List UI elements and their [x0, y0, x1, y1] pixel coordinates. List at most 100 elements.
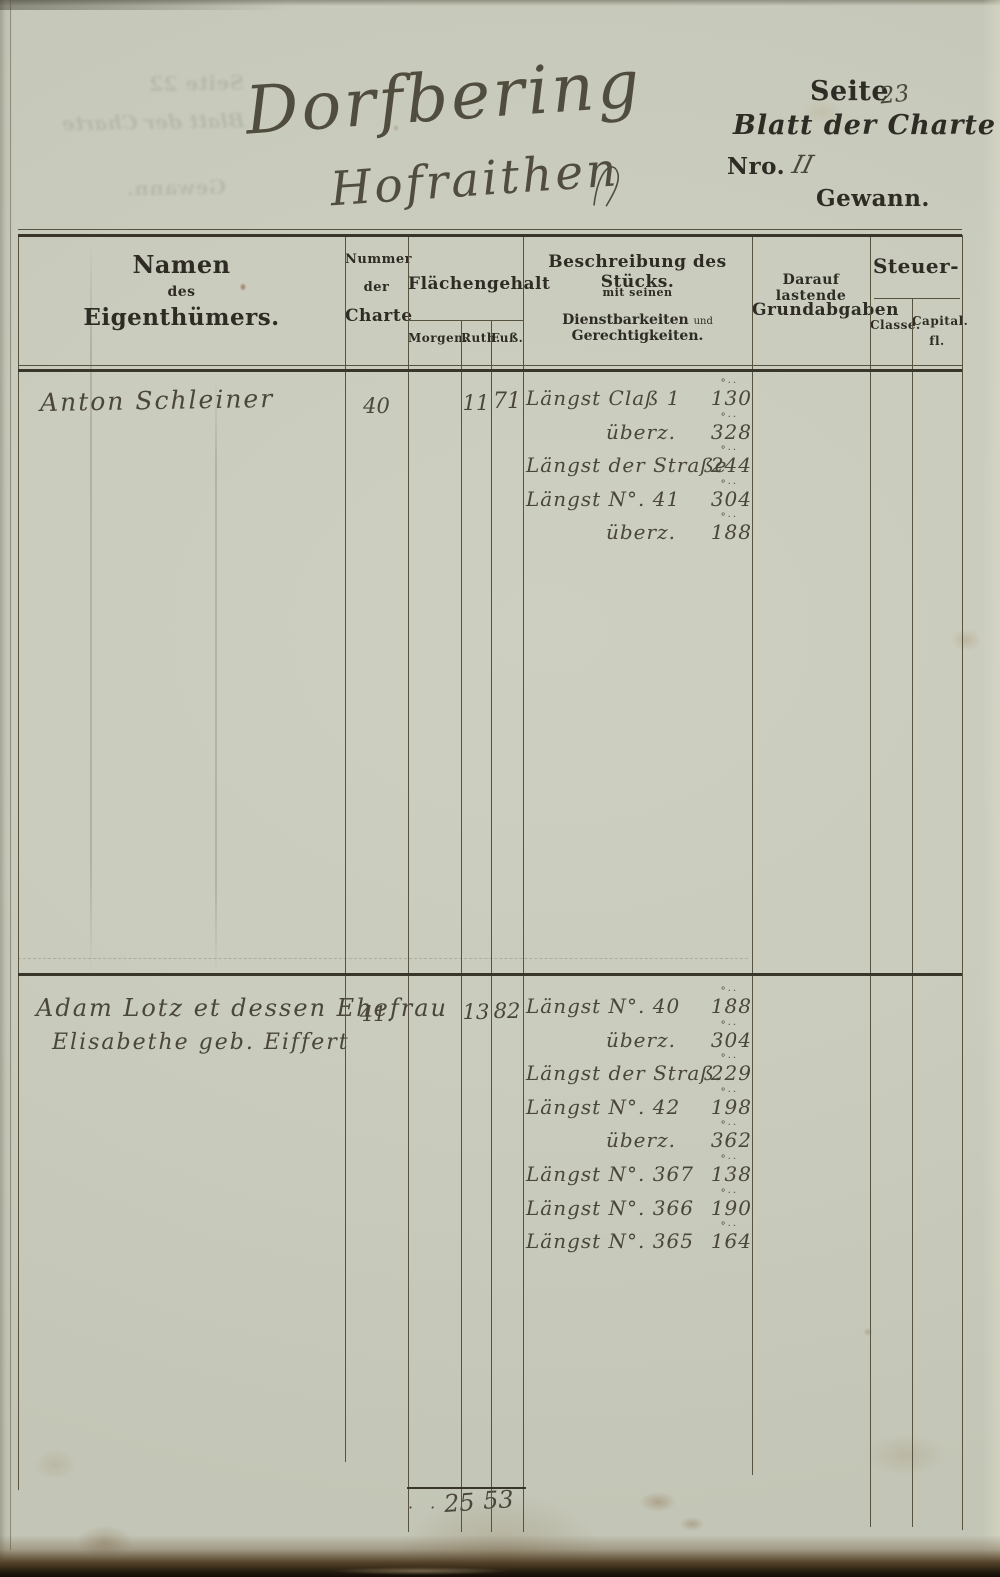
col-tax-header: Steuer-: [872, 254, 959, 278]
description-list: Längst Claß 1 °·· 130 überz. °·· 328 Längst de…: [526, 378, 754, 554]
unit-marks: °··: [720, 1221, 738, 1233]
measure-value: °·· 304: [692, 479, 752, 511]
boundary-text: überz.: [606, 520, 676, 545]
table-rule-vertical: [461, 320, 462, 1532]
table-rule-vertical: [962, 235, 963, 1530]
description-line: überz. °·· 362: [526, 1120, 754, 1162]
owner-name: Adam Lotz et dessen Ehefrau: [36, 994, 448, 1022]
description-line: überz. °·· 328: [526, 412, 754, 454]
col-owner-header: des: [167, 284, 196, 300]
page-bottom-edge: [0, 1535, 1000, 1577]
measure-number: 188: [710, 520, 752, 545]
description-line: Längst Claß 1 °·· 130: [526, 378, 754, 420]
col-charte-header: der: [363, 280, 390, 295]
measure-number: 130: [710, 386, 752, 410]
description-line: Längst N°. 366 °·· 190: [526, 1188, 754, 1230]
bleed-through-text: Seite 22 Blatt der Charte Gewann.: [54, 70, 246, 201]
col-description-header: mit seinen: [602, 286, 673, 299]
table-rule-vertical: [18, 235, 19, 1490]
measure-value: °·· 362: [692, 1120, 752, 1153]
table-rule-horizontal: [18, 229, 962, 230]
measure-value: °·· 304: [692, 1020, 752, 1052]
col-dues-header: Grundabgaben: [752, 300, 899, 320]
subcol-fl-header: fl.: [929, 334, 945, 348]
unit-marks: °··: [720, 512, 738, 524]
table-rule-horizontal: [408, 320, 523, 321]
table-rule-vertical: [870, 235, 871, 1527]
header-word: Dienstbarkeiten: [562, 312, 689, 328]
table-rule-vertical: [523, 235, 524, 1532]
boundary-text: überz.: [606, 1128, 676, 1153]
unit-marks: °··: [720, 1019, 738, 1031]
subcol-classe-header: Classe.: [870, 318, 921, 332]
col-charte-header: Nummer: [345, 252, 412, 267]
measure-number: 188: [710, 994, 752, 1018]
boundary-text: Längst der Straß.: [526, 1061, 723, 1086]
unit-marks: °··: [720, 1153, 738, 1165]
nro-label: Nro.: [727, 153, 786, 180]
measure-value: °·· 164: [692, 1221, 752, 1254]
boundary-text: Längst N°. 367: [526, 1161, 694, 1186]
description-line: Längst N°. 40 °·· 188: [526, 986, 754, 1028]
table-rule-horizontal: [18, 234, 962, 237]
table-rule-vertical: [491, 320, 492, 1532]
description-line: Längst der Straße °·· 244: [526, 445, 754, 487]
nro-value: II: [789, 150, 817, 179]
boundary-text: Längst N°. 40: [526, 994, 681, 1018]
unit-marks: °··: [720, 378, 738, 389]
measure-number: 304: [710, 1027, 752, 1052]
col-description-header: Dienstbarkeiten und Gerechtigkeiten.: [523, 312, 752, 344]
measure-number: 229: [710, 1061, 752, 1086]
unit-marks: °··: [720, 478, 738, 490]
measure-number: 362: [710, 1128, 752, 1153]
owner-name: Elisabethe geb. Eiffert: [52, 1030, 350, 1055]
area-ruth: 13: [462, 1000, 490, 1024]
boundary-text: überz.: [606, 419, 676, 444]
boundary-text: überz.: [606, 1027, 676, 1052]
col-owner-header: Eigenthümers.: [83, 304, 280, 331]
ghost-line: Seite 22: [148, 70, 245, 97]
page-title-handwritten: Dorfbering: [242, 45, 645, 150]
area-fuss: 71: [493, 389, 521, 414]
sum-fuss: 53: [482, 1485, 515, 1515]
unit-marks: °··: [720, 1053, 738, 1065]
page-bottom-highlight: [330, 1567, 510, 1575]
pen-flourish: [583, 156, 631, 216]
header-word: Gerechtigkeiten.: [571, 328, 704, 344]
col-charte-header: Charte: [345, 306, 413, 326]
measure-value: °·· 188: [692, 512, 752, 545]
subcol-ruth-header: Ruth.: [461, 331, 501, 345]
table-rule-horizontal: [18, 973, 962, 976]
paper-crease: [90, 240, 92, 975]
table-rule-vertical: [408, 235, 409, 1532]
col-description-header: Beschreibung des Stücks.: [548, 252, 727, 292]
description-line: überz. °·· 304: [526, 1020, 754, 1062]
measure-number: 190: [710, 1195, 752, 1220]
unit-marks: °··: [720, 1120, 738, 1132]
boundary-text: Längst N°. 365: [526, 1229, 694, 1254]
description-line: Längst der Straß. °·· 229: [526, 1053, 754, 1095]
measure-value: °·· 198: [692, 1087, 752, 1119]
ghost-line: Blatt der Charte: [61, 108, 245, 136]
subcol-capital-header: Capital.: [912, 314, 969, 328]
left-margin-rule: [10, 0, 11, 1550]
seite-label: Seite: [810, 76, 890, 107]
description-line: überz. °·· 188: [526, 512, 754, 554]
measure-number: 138: [710, 1161, 752, 1186]
unit-marks: °··: [720, 411, 738, 423]
subcol-morgen-header: Morgen.: [408, 331, 469, 345]
measure-number: 304: [710, 486, 752, 511]
table-rule-horizontal: [874, 298, 960, 299]
measure-number: 164: [710, 1229, 752, 1254]
description-line: Längst N°. 42 °·· 198: [526, 1087, 754, 1129]
measure-value: °·· 244: [692, 445, 752, 477]
description-list: Längst N°. 40 °·· 188 überz. °·· 304 Längst de…: [526, 986, 754, 1263]
measure-value: °·· 130: [692, 378, 752, 410]
seite-value: 23: [878, 80, 911, 110]
boundary-text: Längst der Straße: [526, 453, 728, 478]
boundary-text: Längst Claß 1: [526, 386, 681, 410]
owner-name: Anton Schleiner: [39, 383, 275, 418]
measure-number: 198: [710, 1094, 752, 1119]
table-rule-vertical: [345, 235, 346, 1462]
